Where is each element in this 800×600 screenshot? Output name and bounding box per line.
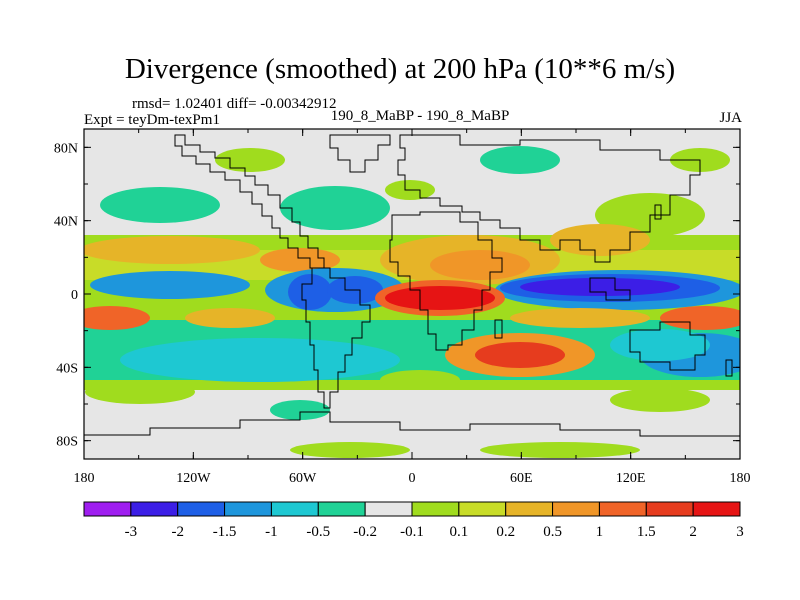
x-tick-label: 180 bbox=[730, 471, 751, 486]
colorbar-label: 0.2 bbox=[496, 524, 515, 540]
case-label: 190_8_MaBP - 190_8_MaBP bbox=[330, 108, 510, 124]
y-tick-label: 40N bbox=[54, 215, 78, 230]
colorbar-label: 0.5 bbox=[543, 524, 562, 540]
colorbar-swatch bbox=[224, 501, 272, 517]
coastline-greenland bbox=[329, 134, 391, 173]
y-tick-label: 40S bbox=[56, 361, 78, 376]
colorbar-label: -3 bbox=[125, 524, 138, 540]
coastline-antarctica bbox=[84, 411, 740, 437]
colorbar-label: 3 bbox=[736, 524, 744, 540]
colorbar-label: 0.1 bbox=[449, 524, 468, 540]
x-axis: 180 120W 60W 0 60E 120E 180 bbox=[74, 129, 751, 486]
colorbar-swatch bbox=[645, 501, 694, 517]
contour-fill bbox=[90, 271, 250, 299]
coastline-new-zealand bbox=[725, 359, 733, 377]
colorbar-swatch bbox=[411, 501, 460, 517]
colorbar-label: -0.2 bbox=[353, 524, 377, 540]
y-tick-label: 80N bbox=[54, 141, 78, 156]
contour-fill bbox=[610, 388, 710, 412]
experiment-label: Expt = teyDm-texPm1 bbox=[84, 112, 220, 128]
coastline-japan bbox=[654, 204, 662, 220]
y-tick-label: 0 bbox=[71, 288, 78, 303]
contour-fill bbox=[185, 308, 275, 328]
x-tick-label: 120W bbox=[176, 471, 211, 486]
contour-fill bbox=[480, 146, 560, 174]
colorbar: -3 -2 -1.5 -1 -0.5 -0.2 -0.1 0.1 0.2 0.5 1 1.5 2 3 bbox=[83, 501, 744, 540]
x-tick-label: 180 bbox=[74, 471, 95, 486]
contour-fill bbox=[290, 442, 410, 458]
coastline-australia bbox=[629, 321, 706, 371]
colorbar-swatch bbox=[130, 501, 179, 517]
colorbar-swatch bbox=[458, 501, 507, 517]
contour-fill bbox=[475, 342, 565, 368]
colorbar-label: -0.1 bbox=[400, 524, 424, 540]
colorbar-swatch bbox=[505, 501, 554, 517]
coastline-south-america bbox=[301, 267, 371, 409]
colorbar-label: -1.5 bbox=[213, 524, 237, 540]
colorbar-label: 2 bbox=[689, 524, 697, 540]
contour-fill bbox=[85, 380, 195, 404]
contour-fill bbox=[260, 248, 340, 272]
contour-fill bbox=[280, 186, 390, 230]
coastline-maritime-continent bbox=[589, 277, 631, 301]
colorbar-swatch bbox=[317, 501, 366, 517]
colorbar-label: -0.5 bbox=[306, 524, 330, 540]
colorbar-swatch bbox=[692, 501, 741, 517]
contour-fill bbox=[380, 370, 460, 390]
contour-fill bbox=[430, 250, 530, 280]
contour-fill bbox=[610, 329, 710, 361]
x-tick-label: 0 bbox=[409, 471, 416, 486]
colorbar-swatch bbox=[270, 501, 319, 517]
contour-fill bbox=[100, 187, 220, 223]
x-tick-label: 60E bbox=[510, 471, 533, 486]
contour-fill bbox=[215, 148, 285, 172]
chart-title: Divergence (smoothed) at 200 hPa (10**6 … bbox=[124, 53, 676, 85]
contour-fill bbox=[660, 306, 740, 330]
contour-fill bbox=[270, 400, 330, 420]
y-axis: 80N 40N 0 40S 80S bbox=[54, 141, 740, 450]
colorbar-swatch bbox=[552, 501, 600, 517]
contour-fill bbox=[288, 274, 332, 310]
colorbar-swatch bbox=[83, 501, 132, 517]
contour-fill bbox=[520, 278, 680, 296]
season-label: JJA bbox=[719, 110, 742, 126]
contour-fill bbox=[84, 306, 150, 330]
colorbar-label: 1 bbox=[596, 524, 604, 540]
contour-fill bbox=[480, 442, 640, 458]
contour-fill bbox=[550, 224, 650, 256]
colorbar-swatch bbox=[364, 501, 413, 517]
contour-fill bbox=[84, 236, 260, 264]
colorbar-label: 1.5 bbox=[637, 524, 656, 540]
colorbar-label: -1 bbox=[265, 524, 278, 540]
colorbar-label: -2 bbox=[171, 524, 184, 540]
rmsd-diff-stats: rmsd= 1.02401 diff= -0.00342912 bbox=[132, 96, 337, 112]
coastline-madagascar bbox=[494, 319, 503, 339]
coastline-africa bbox=[389, 211, 503, 351]
colorbar-swatch bbox=[598, 501, 647, 517]
contour-fill bbox=[385, 286, 495, 310]
coastline-eurasia bbox=[397, 134, 701, 263]
y-tick-label: 80S bbox=[56, 435, 78, 450]
x-tick-label: 60W bbox=[289, 471, 317, 486]
contour-fill bbox=[510, 308, 650, 328]
contour-fill bbox=[120, 338, 400, 382]
colorbar-swatch bbox=[177, 501, 226, 517]
x-tick-label: 120E bbox=[616, 471, 646, 486]
coastlines bbox=[84, 134, 740, 437]
